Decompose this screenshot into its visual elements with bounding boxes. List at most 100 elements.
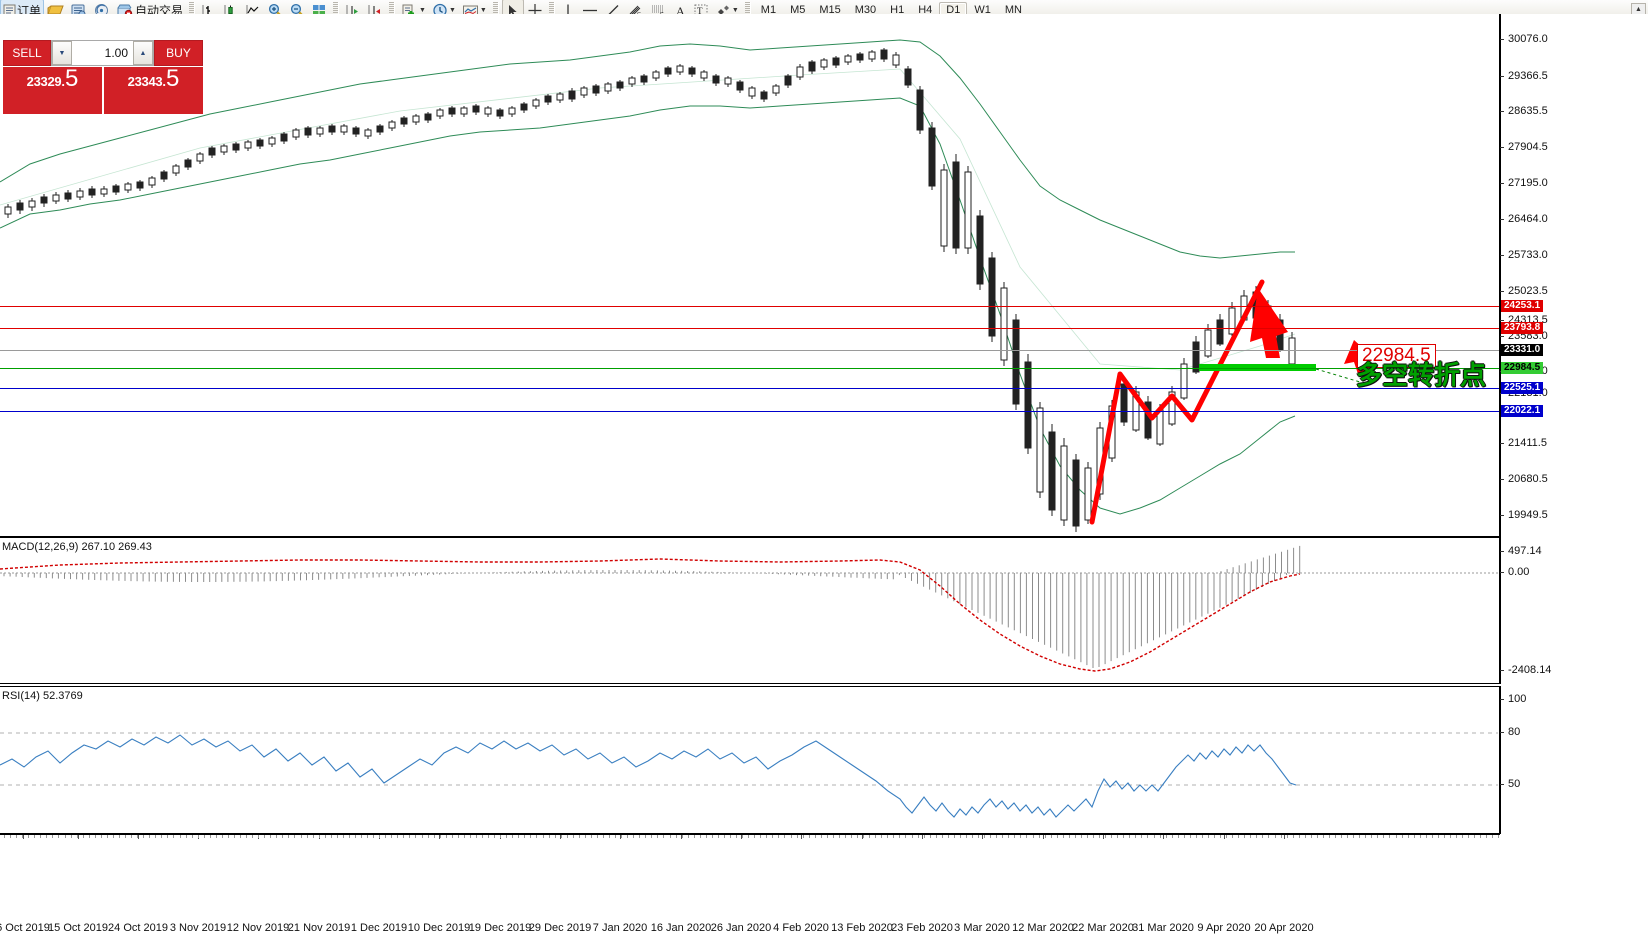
level-line-23793[interactable] <box>0 328 1499 329</box>
volume-decrease-button[interactable]: ▼ <box>52 41 72 65</box>
timeframe-mn[interactable]: MN <box>1004 4 1022 16</box>
date-axis-minor-tick <box>639 835 641 838</box>
date-axis-label: 24 Oct 2019 <box>108 922 168 934</box>
sell-price-display[interactable]: 23329 . 5 <box>3 67 102 114</box>
date-axis-minor-tick <box>857 835 858 838</box>
date-axis-minor-tick <box>397 835 399 838</box>
timeframe-m1[interactable]: M1 <box>760 4 777 16</box>
date-axis-minor-tick <box>318 835 320 838</box>
level-line-22525[interactable] <box>0 388 1499 389</box>
support-level-blue-1[interactable]: 22525.1 <box>1501 382 1544 394</box>
date-axis-minor-tick <box>766 835 768 838</box>
date-axis-minor-tick <box>361 835 362 838</box>
date-axis-minor-tick <box>233 835 235 838</box>
price-axis-tick <box>1500 76 1504 77</box>
buy-price-sep: . <box>162 74 166 89</box>
level-line-23331[interactable] <box>0 350 1499 351</box>
macd-axis-tick-label: -2408.14 <box>1508 664 1552 676</box>
sell-price-sep: . <box>61 74 65 89</box>
new-order-chevron-down-icon[interactable]: ▼ <box>419 6 426 14</box>
price-annotation-box[interactable]: 22984.5 <box>1357 344 1436 368</box>
volume-increase-button[interactable]: ▲ <box>133 41 153 65</box>
resistance-level-2[interactable]: 23793.8 <box>1501 322 1544 334</box>
timeframe-h1[interactable]: H1 <box>890 4 905 16</box>
date-axis-minor-tick <box>1026 835 1028 838</box>
timeframe-m30[interactable]: M30 <box>854 4 877 16</box>
date-axis-minor-tick <box>409 835 411 838</box>
date-axis-minor-tick <box>838 835 840 838</box>
level-line-22984[interactable] <box>0 368 1499 369</box>
volume-input[interactable]: 1.00 <box>104 46 128 60</box>
date-axis-minor-tick <box>179 835 181 838</box>
price-axis-tick <box>1500 443 1504 444</box>
label-button[interactable]: T <box>690 0 712 20</box>
date-axis-minor-tick <box>1117 835 1119 838</box>
date-axis-minor-tick <box>1292 835 1294 838</box>
text-button[interactable]: A <box>670 0 690 20</box>
timeframe-m15[interactable]: M15 <box>819 4 841 16</box>
level-line-24253[interactable] <box>0 306 1499 307</box>
date-axis-minor-tick <box>1105 835 1107 838</box>
volume-stepper[interactable]: ▼ 1.00 ▲ <box>51 40 154 66</box>
date-axis-minor-tick <box>1389 835 1391 838</box>
date-axis-label: 13 Feb 2020 <box>831 922 893 934</box>
objects-button[interactable]: ▼ <box>712 0 742 20</box>
trendline-button[interactable] <box>602 0 624 20</box>
date-axis-tick <box>138 835 139 839</box>
signals-button[interactable] <box>90 0 113 20</box>
rsi-axis[interactable]: 1008050150 <box>1500 686 1648 870</box>
objects-chevron-down-icon[interactable]: ▼ <box>731 6 739 14</box>
price-axis-tick-label: 25733.0 <box>1508 249 1548 261</box>
price-axis-tick <box>1500 111 1504 112</box>
date-axis-minor-tick <box>240 835 241 838</box>
folder-button[interactable] <box>44 0 67 20</box>
level-line-22022[interactable] <box>0 411 1499 412</box>
resistance-level-1[interactable]: 24253.1 <box>1501 300 1544 312</box>
date-axis-minor-tick <box>887 835 889 838</box>
macd-axis[interactable]: 497.14 0.00 -2408.14 <box>1500 537 1648 684</box>
period-chevron-down-icon[interactable]: ▼ <box>448 6 456 14</box>
macd-pane[interactable]: MACD(12,26,9) 267.10 269.43 <box>0 537 1500 684</box>
date-axis-minor-tick <box>923 835 925 838</box>
price-axis-tick <box>1500 255 1504 256</box>
timeframe-h4[interactable]: H4 <box>918 4 933 16</box>
date-axis-minor-tick <box>590 835 592 838</box>
zoom-in-button[interactable] <box>264 0 286 20</box>
date-axis-minor-tick <box>209 835 211 838</box>
date-axis-minor-tick <box>947 835 949 838</box>
indicators-chevron-down-icon[interactable]: ▼ <box>479 6 487 14</box>
date-axis-minor-tick <box>1268 835 1270 838</box>
buy-button[interactable]: BUY <box>154 40 203 66</box>
rsi-pane[interactable]: RSI(14) 52.3769 <box>0 686 1500 834</box>
date-axis-minor-tick <box>457 835 459 838</box>
date-axis-minor-tick <box>602 835 604 838</box>
date-axis-minor-tick <box>1002 835 1004 838</box>
buy-price-display[interactable]: 23343 . 5 <box>104 67 203 114</box>
date-axis-tick <box>23 835 24 839</box>
support-level-blue-2[interactable]: 22022.1 <box>1501 405 1544 417</box>
date-axis-minor-tick <box>760 835 762 838</box>
date-axis-minor-tick <box>990 835 992 838</box>
one-click-trading-panel[interactable]: SELL ▼ 1.00 ▲ BUY 23329 . 5 23343 . 5 <box>3 40 203 115</box>
date-axis-minor-tick <box>1256 835 1258 838</box>
support-level-green[interactable]: 22984.5 <box>1501 362 1544 374</box>
date-axis-minor-tick <box>445 835 447 838</box>
date-axis-minor-tick <box>814 835 816 838</box>
current-price-label[interactable]: 23331.0 <box>1501 344 1544 356</box>
date-axis[interactable]: 6 Oct 2019 15 Oct 2019 24 Oct 2019 3 Nov 20… <box>0 834 1648 943</box>
sell-button[interactable]: SELL <box>3 40 51 66</box>
date-axis-minor-tick <box>972 835 973 838</box>
date-axis-minor-tick <box>1056 835 1058 838</box>
price-chart-pane[interactable] <box>0 14 1500 537</box>
date-axis-minor-tick <box>439 835 441 838</box>
timeframe-m5[interactable]: M5 <box>790 4 806 16</box>
price-axis[interactable]: 30076.0 29366.5 28635.5 27904.5 27195.0 26464… <box>1500 14 1648 628</box>
date-axis-minor-tick <box>1286 835 1288 838</box>
chinese-annotation-text[interactable]: 多空转折点 <box>1356 360 1487 390</box>
hline-button[interactable] <box>578 0 602 20</box>
date-axis-line <box>0 834 1500 835</box>
tile-windows-button[interactable] <box>308 0 330 20</box>
timeframe-w1[interactable]: W1 <box>974 4 991 16</box>
date-axis-minor-tick <box>615 835 616 838</box>
date-axis-minor-tick <box>1449 835 1451 838</box>
